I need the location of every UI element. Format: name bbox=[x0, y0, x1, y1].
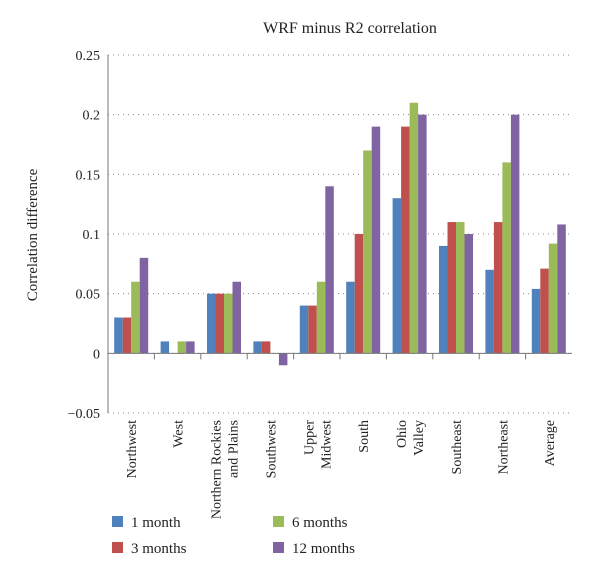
y-tick-label: 0.05 bbox=[76, 288, 101, 303]
legend-item: 12 months bbox=[273, 541, 355, 557]
legend-item: 3 months bbox=[112, 541, 187, 557]
bar bbox=[531, 288, 541, 354]
legend-label: 6 months bbox=[292, 515, 348, 531]
category-label: West bbox=[172, 420, 187, 448]
bar bbox=[325, 186, 334, 354]
bar bbox=[224, 293, 233, 354]
bars bbox=[114, 102, 566, 366]
y-tick-label: 0.2 bbox=[83, 109, 101, 124]
bar bbox=[363, 150, 372, 354]
bar bbox=[139, 257, 149, 354]
legend-item: 1 month bbox=[112, 515, 181, 531]
bar bbox=[485, 269, 494, 354]
category-label: Upper Midwest bbox=[302, 420, 334, 469]
legend-label: 12 months bbox=[292, 541, 355, 557]
category-label: Northwest bbox=[125, 420, 140, 478]
bar bbox=[261, 341, 271, 354]
bar bbox=[464, 234, 473, 354]
legend-item: 6 months bbox=[273, 515, 348, 531]
bar bbox=[186, 341, 195, 354]
bar bbox=[548, 243, 558, 354]
y-tick-labels: 0.25 0.2 0.15 0.1 0.05 0 −0.05 bbox=[68, 49, 100, 422]
category-label: Northern Rockies and Plains bbox=[210, 420, 242, 519]
category-label: Ohio Valley bbox=[395, 420, 427, 456]
category-labels: Northwest West Northern Rockies and Plains S… bbox=[125, 420, 558, 519]
y-tick-label: 0 bbox=[93, 347, 100, 362]
bar bbox=[207, 293, 216, 354]
bar bbox=[122, 317, 132, 354]
category-label: South bbox=[357, 420, 372, 453]
bar bbox=[447, 222, 456, 354]
y-tick-label: 0.1 bbox=[83, 228, 101, 243]
bar bbox=[299, 305, 309, 354]
bar bbox=[160, 341, 170, 354]
category-label: Southwest bbox=[264, 420, 279, 478]
chart-title: WRF minus R2 correlation bbox=[263, 20, 437, 37]
legend-swatch bbox=[273, 516, 284, 527]
category-label: Northeast bbox=[496, 420, 511, 475]
bar bbox=[418, 114, 427, 354]
axes bbox=[107, 55, 572, 413]
legend-swatch bbox=[112, 516, 123, 527]
y-axis-label: Correlation difference bbox=[25, 168, 41, 301]
bar bbox=[354, 234, 364, 354]
bar bbox=[253, 341, 262, 354]
bar bbox=[215, 293, 224, 354]
bar bbox=[392, 198, 402, 354]
bar bbox=[510, 114, 520, 354]
bar bbox=[371, 126, 381, 354]
bar bbox=[316, 281, 326, 354]
bar bbox=[493, 222, 503, 354]
category-label: Average bbox=[543, 420, 558, 466]
bar bbox=[278, 353, 288, 366]
legend-label: 3 months bbox=[131, 541, 187, 557]
bar bbox=[114, 317, 123, 354]
bar bbox=[502, 162, 511, 354]
bar bbox=[439, 245, 448, 354]
legend: 1 month 3 months 6 months 12 months bbox=[112, 515, 355, 557]
bar bbox=[177, 341, 187, 354]
bar bbox=[308, 305, 317, 354]
category-label: Southeast bbox=[450, 420, 465, 475]
y-tick-label: 0.25 bbox=[76, 49, 101, 64]
y-tick-label: −0.05 bbox=[68, 407, 100, 422]
bar bbox=[456, 222, 465, 354]
y-tick-label: 0.15 bbox=[76, 168, 101, 183]
bar bbox=[540, 268, 549, 354]
bar bbox=[409, 102, 419, 354]
legend-swatch bbox=[112, 542, 123, 553]
bar bbox=[557, 224, 566, 354]
bar bbox=[131, 281, 140, 354]
legend-label: 1 month bbox=[131, 515, 181, 531]
legend-swatch bbox=[273, 542, 284, 553]
bar bbox=[401, 126, 410, 354]
bar bbox=[232, 281, 241, 354]
bar bbox=[346, 281, 355, 354]
